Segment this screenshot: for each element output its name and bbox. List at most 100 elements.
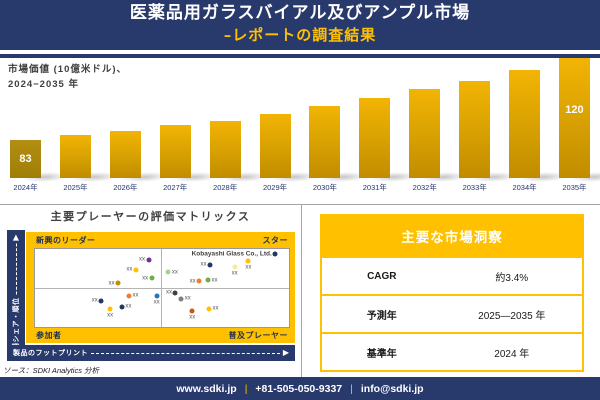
insights-row-value: 約3.4% (495, 272, 529, 284)
insights-rows: CAGR 約3.4% 予測年 2025—2035 年基準年 2024 年 (322, 256, 582, 370)
scatter-point-label: xx (108, 280, 115, 287)
bar-column-2026年: 2026年 (109, 58, 141, 192)
scatter-point-label: xx (142, 275, 149, 282)
bar-column-2033年: 2033年 (459, 58, 491, 192)
scatter-point-9: xx (232, 264, 238, 276)
section-divider-vertical (301, 204, 302, 377)
bar-column-2024年: 83 2024年 (10, 58, 41, 192)
bar-column-2035年: 120 2035年 (558, 58, 590, 192)
insights-row-value: 2024 年 (494, 348, 530, 360)
footer-separator: | (244, 382, 248, 395)
matrix-y-axis-inner: 市場シェア・順位 ▶ (7, 230, 25, 361)
bar-column-2027年: 2027年 (159, 58, 191, 192)
x-axis-tick-2024年: 2024年 (13, 183, 38, 192)
up-arrow-icon: ▶ (11, 234, 20, 241)
x-axis-tick-2028年: 2028年 (213, 183, 238, 192)
insights-row-label: CAGR (367, 270, 397, 282)
bar-2028年 (209, 121, 241, 178)
scatter-point-20: xx (206, 306, 218, 312)
bar-2034年 (509, 70, 541, 178)
bar-column-2032年: 2032年 (409, 58, 441, 192)
x-axis-label: 製品のフットプリント (13, 350, 88, 357)
scatter-point-label: xx (126, 266, 133, 273)
x-axis-tick-2035年: 2035年 (562, 183, 587, 192)
bar-column-2028年: 2028年 (209, 58, 241, 192)
footer-bar: www.sdki.jp | +81-505-050-9337 | info@sdki.j… (0, 377, 600, 400)
scatter-point-label: xx (165, 289, 172, 296)
scatter-point-label: xx (245, 264, 252, 271)
scatter-point-6: xx (201, 262, 213, 268)
footer-website[interactable]: www.sdki.jp (176, 382, 237, 395)
quadrant-label-star: スター (262, 235, 288, 245)
scatter-point-label: xx (132, 292, 139, 299)
x-axis-tick-2033年: 2033年 (462, 183, 487, 192)
scatter-point-label: xx (212, 305, 219, 312)
x-axis-tick-2031年: 2031年 (362, 183, 387, 192)
insights-row-cagr: CAGR 約3.4% (322, 256, 582, 294)
x-axis-tick-2032年: 2032年 (412, 183, 437, 192)
bar-value-label-2024年: 83 (19, 153, 32, 165)
y-axis-dashes (15, 243, 17, 294)
bar-2030年 (309, 106, 341, 178)
footer-email[interactable]: info@sdki.jp (360, 382, 424, 395)
scatter-point-1: xx (139, 257, 152, 263)
scatter-point-18: xx (178, 296, 191, 302)
right-arrow-icon: ▶ (282, 348, 289, 357)
matrix-y-axis: 市場シェア・順位 ▶ (7, 230, 25, 361)
x-axis-tick-2034年: 2034年 (512, 183, 537, 192)
x-axis-tick-2026年: 2026年 (113, 183, 138, 192)
section-divider-horizontal (0, 204, 600, 205)
page-subtitle: –レポートの調査結果 (223, 26, 377, 45)
scatter-point-3: xx (109, 280, 121, 286)
matrix-top-labels: 新興のリーダー スター (34, 232, 290, 248)
matrix-x-axis: 製品のフットプリント ▶ (7, 345, 295, 361)
insights-row-value: 2025—2035 年 (478, 310, 546, 322)
insights-row-forecast-year: 予測年 2025—2035 年 (322, 294, 582, 332)
scatter-point-14: xx (154, 293, 160, 305)
scatter-point-label: xx (189, 278, 196, 285)
bar-2027年 (159, 125, 191, 178)
scatter-point-label: xx (125, 303, 132, 310)
header: 医薬品用ガラスバイアル及びアンプル市場 –レポートの調査結果 (0, 0, 600, 50)
bar-column-2025年: 2025年 (59, 58, 91, 192)
quadrant-line-horizontal (35, 288, 289, 289)
scatter-point-label: xx (211, 277, 218, 284)
company-label: Kobayashi Glass Co., Ltd. (191, 250, 272, 258)
bar-column-2031年: 2031年 (359, 58, 391, 192)
scatter-point-kobayashi-glass: Kobayashi Glass Co., Ltd. (192, 251, 278, 257)
quadrant-label-emerging-leaders: 新興のリーダー (36, 235, 96, 245)
insights-row-base-year: 基準年 2024 年 (322, 332, 582, 370)
page-title: 医薬品用ガラスバイアル及びアンプル市場 (129, 3, 471, 23)
scatter-point-15: xx (119, 304, 131, 310)
scatter-point-label: xx (107, 312, 114, 318)
bar-column-2034年: 2034年 (509, 58, 541, 192)
scatter-point-label: xx (139, 256, 146, 263)
bar-2024年: 83 (10, 140, 41, 178)
quadrant-label-participants: 参加者 (36, 331, 62, 340)
bar-2033年 (459, 81, 491, 178)
insights-title: 主要な市場洞察 (322, 216, 582, 256)
bar-value-label-2035年: 120 (565, 104, 584, 116)
scatter-point-label: xx (171, 269, 178, 276)
scatter-point-label: xx (200, 261, 207, 268)
x-axis-dashes (91, 352, 280, 354)
insights-row-label: 基準年 (366, 348, 397, 360)
scatter-point-11: xx (205, 277, 217, 283)
bar-2025年 (59, 135, 91, 178)
quadrant-label-pervasive-players: 普及プレーヤー (228, 331, 288, 340)
bar-2032年 (409, 89, 441, 178)
scatter-point-17: xx (166, 290, 178, 296)
scatter-point-5: xx (165, 269, 178, 275)
scatter-point-10: xx (190, 278, 202, 284)
footer-phone[interactable]: +81-505-050-9337 (255, 382, 343, 395)
scatter-point-label: xx (153, 299, 160, 306)
bar-column-2029年: 2029年 (259, 58, 291, 192)
matrix-frame: 新興のリーダー スター xx xx xx xx xx xx Kobayashi Glass … (26, 232, 295, 343)
bar-column-2030年: 2030年 (309, 58, 341, 192)
matrix-plot: xx xx xx xx xx xx Kobayashi Glass Co., Ltd. xx x… (34, 248, 290, 328)
bar-2035年: 120 (558, 58, 590, 178)
bar-chart-bars: 83 2024年 2025年 2026年 2027年 2028年 2029年 2030年 203… (10, 58, 590, 192)
source-note: ソース：SDKI Analytics 分析 (3, 366, 100, 375)
x-axis-tick-2029年: 2029年 (262, 183, 288, 192)
